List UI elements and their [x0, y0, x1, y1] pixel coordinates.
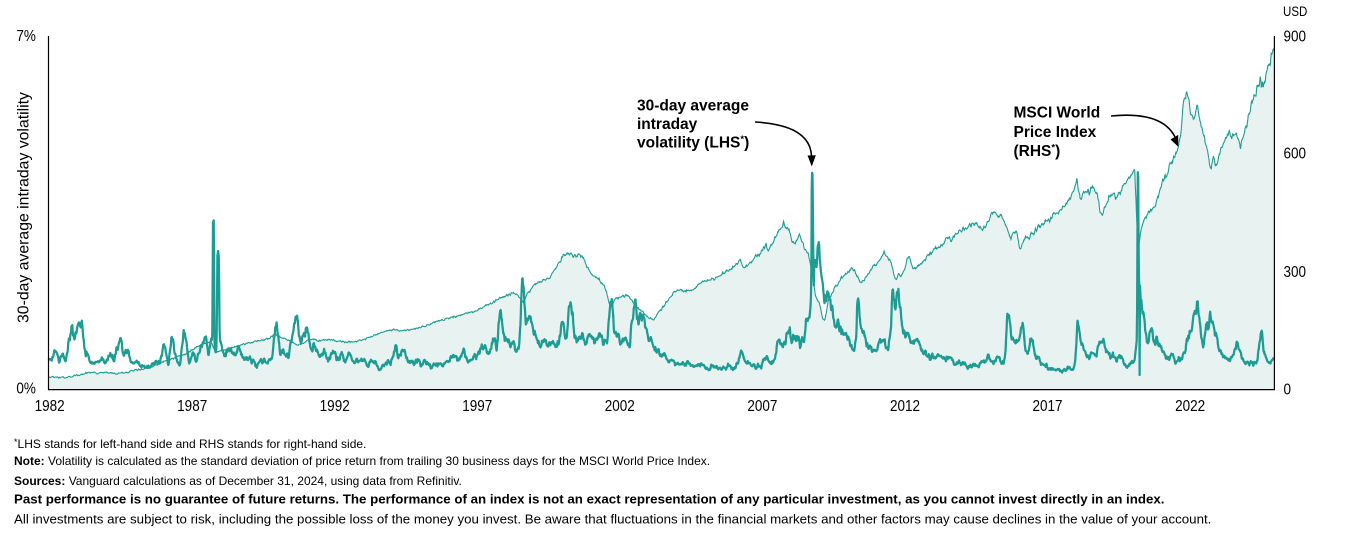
svg-text:*LHS stands for left-hand side: *LHS stands for left-hand side and RHS s…	[14, 437, 366, 451]
svg-text:Price Index: Price Index	[1014, 124, 1097, 141]
svg-text:30-day average intraday volati: 30-day average intraday volatility	[16, 92, 33, 323]
svg-text:intraday: intraday	[637, 116, 698, 133]
svg-text:(RHS*): (RHS*)	[1014, 143, 1061, 161]
svg-text:0%: 0%	[16, 381, 36, 398]
svg-text:USD: USD	[1283, 4, 1307, 19]
svg-text:volatility (LHS*): volatility (LHS*)	[637, 134, 749, 152]
svg-text:7%: 7%	[16, 28, 36, 45]
svg-text:2002: 2002	[605, 398, 635, 415]
svg-text:2022: 2022	[1175, 398, 1205, 415]
svg-text:All investments are subject to: All investments are subject to risk, inc…	[14, 512, 1211, 527]
svg-text:1987: 1987	[177, 398, 207, 415]
svg-text:30-day average: 30-day average	[637, 98, 749, 115]
svg-text:Sources: Vanguard calculations: Sources: Vanguard calculations as of Dec…	[14, 474, 462, 488]
svg-text:1992: 1992	[320, 398, 350, 415]
svg-text:2007: 2007	[747, 398, 777, 415]
svg-text:2012: 2012	[890, 398, 920, 415]
svg-text:2017: 2017	[1032, 398, 1062, 415]
svg-text:Note: Volatility is calculated: Note: Volatility is calculated as the st…	[14, 454, 710, 468]
svg-text:900: 900	[1284, 29, 1307, 46]
svg-text:1982: 1982	[35, 398, 65, 415]
svg-text:MSCI World: MSCI World	[1014, 105, 1101, 122]
svg-text:300: 300	[1284, 264, 1307, 281]
svg-text:0: 0	[1284, 382, 1292, 399]
svg-text:1997: 1997	[462, 398, 492, 415]
svg-text:Past performance is no guarant: Past performance is no guarantee of futu…	[14, 492, 1164, 507]
svg-text:600: 600	[1284, 146, 1307, 163]
